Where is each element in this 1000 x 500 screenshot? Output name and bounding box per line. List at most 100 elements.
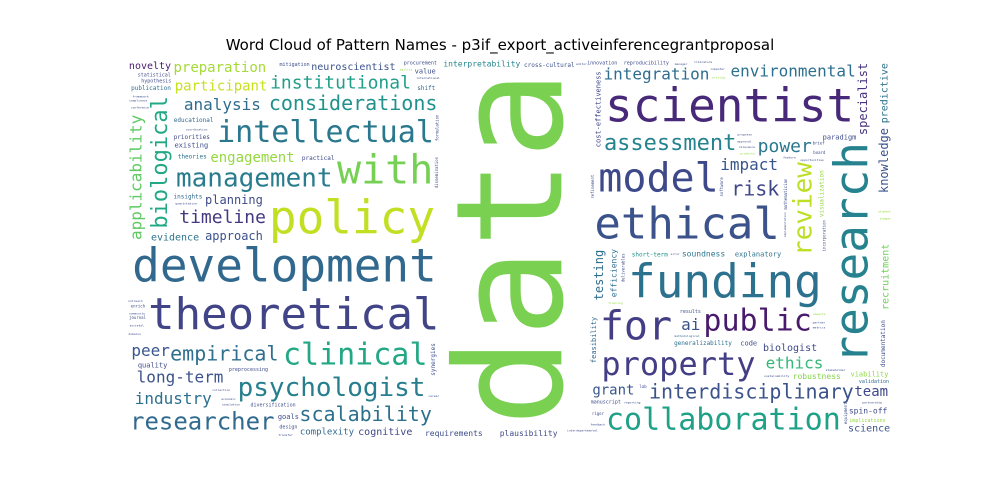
word-simulation: simulation [222,403,240,407]
word-collaboration: collaboration [606,403,841,438]
word-public: public [703,304,811,339]
word-feasibility: feasibility [590,317,598,363]
word-preparation: preparation [173,60,266,76]
word-literature: literature [694,60,712,64]
word-community: community [129,311,145,315]
word-with: with [337,148,433,194]
word-design: design [279,425,297,431]
word-quality: quality [138,362,168,370]
word-spin-off: spin-off [849,406,888,415]
word-soundness: soundness [682,249,726,258]
word-assessment: assessment [604,131,736,156]
word-practical: practical [302,155,335,162]
word-evidence: evidence [151,233,199,244]
word-partnership: partnership [862,401,882,405]
word-diversification: diversification [250,403,295,409]
word-grant: grant [592,382,634,398]
word-knowledge: knowledge [877,128,891,193]
word-documentation: documentation [880,320,887,367]
word-reproducibility: reproducibility [624,61,669,67]
word-environmental: environmental [730,62,855,81]
word-explanatory: explanatory [735,250,781,258]
word-existing: existing [174,142,208,150]
word-management: management [176,164,333,194]
word-testing: testing [592,250,606,301]
word-interdisciplinary: interdisciplinary [649,379,854,403]
word-mitigation: mitigation [280,62,310,68]
word-career: career [428,394,439,398]
word-model: model [598,156,718,202]
word-biologist: biologist [763,343,817,354]
word-engagement: engagement [210,150,294,166]
word-brief: brief [813,141,826,146]
word-methodological: methodological [674,334,699,338]
word-neuroscientist: neuroscientist [311,62,395,73]
word-editor: editor [576,62,587,66]
word-sustainability: sustainability [764,374,789,378]
word-recruitment: recruitment [880,244,891,310]
word-review: review [789,162,819,256]
word-institutional: institutional [270,72,411,93]
word-approach: approach [205,229,263,243]
word-research: research [825,142,879,364]
word-quantitative: quantitative [175,202,197,206]
word-products: products [740,151,755,155]
word-economic: economic [221,397,236,401]
word-requirements: requirements [425,429,483,438]
word-peer: peer [131,341,170,360]
word-team: team [854,384,888,400]
word-hypothesis: hypothesis [141,79,171,85]
word-policy: policy [269,191,435,245]
word-results: results [680,309,701,315]
word-impact: impact [720,155,778,174]
word-synergies: synergies [430,343,437,376]
word-educational: educational [174,117,214,124]
chart-title: Word Cloud of Pattern Names - p3if_expor… [225,36,775,54]
word-timeline: timeline [179,207,266,228]
word-validation: validation [859,379,889,385]
word-plausibility: plausibility [500,429,558,438]
word-dissemination: dissemination [434,156,439,188]
word-outreach: outreach [128,299,143,303]
word-innovation: innovation [587,61,617,67]
word-board: board [813,150,826,155]
word-theoretical: theoretical [148,289,439,340]
word-analysis: analysis [184,95,261,114]
word-power: power [758,136,812,157]
word-statistical: statistical [138,73,171,79]
word-journal: journal [129,315,146,320]
word-visualization: visualization [819,170,826,217]
word-reporting: reporting [624,401,640,405]
word-biological: biological [148,96,173,228]
word-industry: industry [135,389,212,408]
word-preprocessing: preprocessing [229,367,268,373]
word-opportunities: opportunities [800,158,824,162]
word-societal: societal [129,323,144,327]
word-generalizability: generalizability [674,340,732,347]
word-for: for [600,303,672,349]
word-priorities: priorities [174,134,211,141]
word-paradigm: paradigm [823,134,857,142]
word-cost-effectiveness: cost-effectiveness [595,71,603,147]
word-ai: ai [681,315,700,334]
word-applicability: applicability [127,114,146,240]
word-ethical: ethical [594,199,779,250]
word-interpretability: interpretability [443,60,520,69]
word-manager: manager [675,62,688,66]
word-funding: funding [628,255,822,309]
word-refinement: refinement [590,174,595,199]
word-shift: shift [417,85,435,92]
word-software: software [719,177,724,197]
word-transfer: transfer [278,433,293,437]
word-novelty: novelty [129,61,171,72]
word-clinical: clinical [283,337,428,372]
word-considerations: considerations [269,91,438,115]
word-predictive: predictive [880,63,891,123]
word-feedback: feedback [590,422,605,426]
word-risk: risk [731,176,779,200]
word-goals: goals [278,413,299,421]
word-writing: writing [712,76,725,80]
word-implementation: implementation [783,212,787,237]
